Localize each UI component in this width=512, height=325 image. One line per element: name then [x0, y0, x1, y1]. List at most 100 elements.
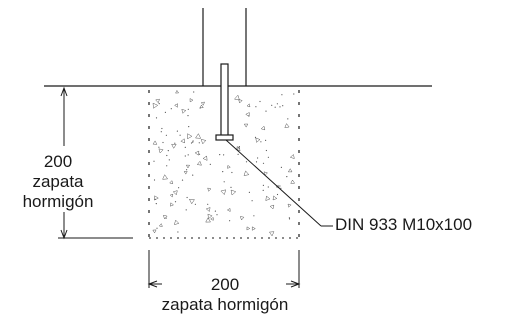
concrete-speckle	[287, 203, 292, 208]
concrete-speckle	[160, 131, 162, 133]
concrete-speckle	[187, 133, 193, 140]
concrete-speckle	[236, 146, 241, 151]
concrete-speckle	[192, 140, 194, 142]
concrete-speckle	[259, 100, 261, 103]
concrete-speckle	[165, 134, 167, 136]
concrete-speckle	[167, 150, 169, 152]
concrete-speckle	[248, 115, 250, 117]
concrete-speckle	[184, 146, 186, 148]
concrete-speckle	[178, 187, 180, 189]
concrete-speckle	[230, 189, 237, 196]
concrete-speckle	[177, 231, 179, 233]
concrete-speckle	[188, 198, 195, 205]
concrete-speckle	[153, 179, 156, 181]
concrete-speckle	[246, 103, 251, 108]
bolt-leader-line	[225, 139, 322, 227]
concrete-speckle	[253, 215, 255, 217]
concrete-speckle	[255, 161, 258, 163]
concrete-speckle	[263, 171, 268, 176]
concrete-speckle	[186, 169, 188, 171]
concrete-speckle	[207, 213, 213, 220]
concrete-speckle	[192, 174, 194, 176]
concrete-speckle	[169, 202, 174, 207]
concrete-speckle	[289, 154, 295, 159]
concrete-speckle	[183, 171, 188, 175]
horizontal-dim-value: 200	[210, 275, 240, 294]
concrete-speckle	[210, 217, 214, 221]
concrete-speckle	[216, 214, 218, 216]
concrete-speckle	[254, 136, 257, 138]
concrete-speckle	[276, 103, 278, 105]
concrete-speckle	[226, 207, 231, 212]
concrete-speckle	[184, 155, 186, 157]
concrete-speckle	[153, 160, 155, 162]
concrete-speckle	[265, 195, 271, 201]
concrete-speckle	[287, 118, 289, 120]
concrete-speckle	[265, 139, 267, 141]
concrete-speckle	[246, 226, 251, 231]
concrete-speckle	[230, 186, 232, 188]
concrete-speckle	[238, 146, 240, 148]
concrete-speckle	[189, 98, 194, 103]
concrete-speckle	[187, 115, 189, 117]
concrete-speckle	[274, 106, 276, 108]
concrete-speckle	[293, 93, 295, 95]
concrete-speckle	[172, 190, 178, 196]
vertical-dimension-label: 200 zapata hormigón	[8, 152, 108, 212]
concrete-speckle	[190, 142, 193, 144]
concrete-speckle	[267, 186, 269, 188]
concrete-speckle	[234, 94, 240, 101]
concrete-speckle	[166, 154, 168, 157]
concrete-speckle	[276, 193, 279, 196]
horizontal-dim-arrow-left	[147, 280, 158, 288]
concrete-speckle	[281, 94, 283, 96]
concrete-speckle	[262, 189, 264, 191]
concrete-speckle	[238, 99, 243, 104]
concrete-speckle	[199, 104, 204, 109]
concrete-speckle	[163, 214, 168, 220]
concrete-speckle	[207, 203, 209, 205]
concrete-speckle	[181, 179, 184, 181]
concrete-speckle	[155, 117, 158, 119]
concrete-speckle	[176, 130, 178, 132]
concrete-speckle	[185, 164, 191, 169]
horizontal-dim-arrow-right	[290, 280, 301, 288]
concrete-speckle	[209, 163, 211, 165]
concrete-speckle	[198, 153, 201, 155]
concrete-speckle	[279, 106, 281, 108]
concrete-speckle	[181, 108, 187, 114]
concrete-speckle	[265, 149, 267, 152]
concrete-speckle	[288, 218, 291, 220]
concrete-speckle	[255, 106, 257, 108]
concrete-speckle	[164, 111, 166, 113]
concrete-speckle	[260, 141, 262, 143]
concrete-speckle	[223, 154, 225, 156]
concrete-speckle	[272, 195, 278, 201]
concrete-speckle	[265, 110, 267, 112]
concrete-speckle	[280, 187, 282, 189]
concrete-speckle	[192, 141, 194, 143]
concrete-speckle	[282, 105, 284, 107]
concrete-speckle	[187, 108, 189, 110]
vertical-dim-line1: zapata	[32, 172, 84, 191]
concrete-speckle	[200, 139, 207, 145]
concrete-speckle	[227, 164, 231, 169]
concrete-speckle	[193, 91, 195, 93]
concrete-speckle	[286, 176, 288, 178]
concrete-speckle	[243, 170, 250, 176]
concrete-speckle	[158, 148, 164, 154]
concrete-speckle	[174, 201, 177, 203]
concrete-speckle	[248, 191, 250, 193]
concrete-speckle	[257, 157, 259, 159]
concrete-speckle	[223, 181, 225, 183]
concrete-speckle	[158, 146, 160, 148]
concrete-speckle	[152, 140, 158, 145]
concrete-speckle	[205, 207, 211, 212]
vertical-dim-value: 200	[43, 152, 73, 171]
concrete-speckle	[262, 184, 264, 186]
horizontal-dim-text: zapata hormigón	[161, 295, 289, 314]
concrete-speckle	[162, 174, 169, 180]
concrete-speckle	[243, 123, 249, 128]
concrete-speckle	[170, 108, 172, 110]
